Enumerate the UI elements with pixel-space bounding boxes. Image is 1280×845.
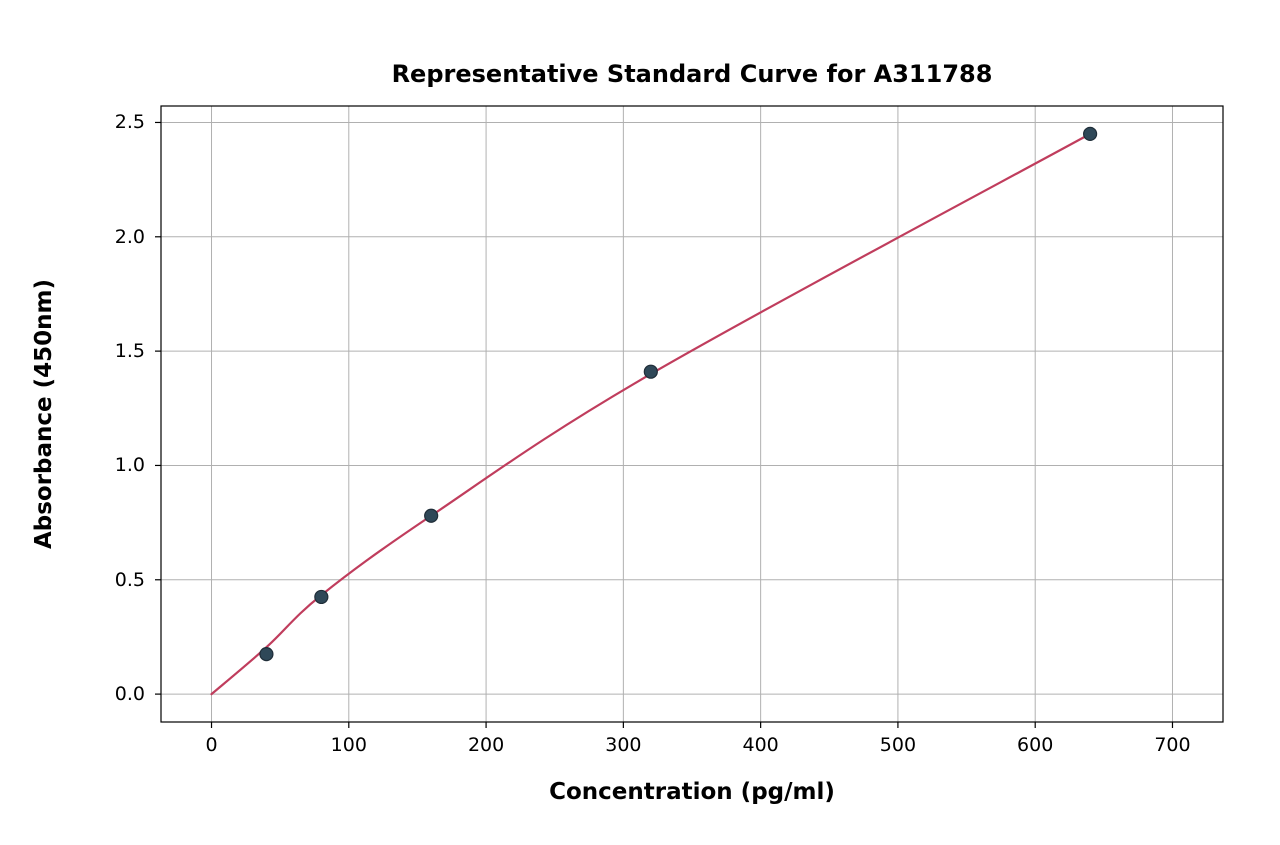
x-axis-label: Concentration (pg/ml) [549, 779, 835, 805]
xtick-label: 100 [331, 734, 367, 756]
xtick-label: 600 [1017, 734, 1053, 756]
plot-area [161, 106, 1223, 722]
xtick-label: 700 [1154, 734, 1190, 756]
xtick-label: 300 [605, 734, 641, 756]
ytick-label: 0.5 [115, 569, 145, 591]
plot-svg [161, 106, 1223, 722]
ytick-label: 0.0 [115, 683, 145, 705]
ytick-label: 1.5 [115, 340, 145, 362]
figure: Representative Standard Curve for A31178… [0, 0, 1280, 845]
xtick-label: 0 [205, 734, 217, 756]
xtick-label: 500 [880, 734, 916, 756]
ytick-label: 1.0 [115, 454, 145, 476]
y-axis-label: Absorbance (450nm) [31, 279, 57, 549]
ytick-label: 2.0 [115, 226, 145, 248]
chart-title: Representative Standard Curve for A31178… [392, 60, 993, 88]
xtick-label: 200 [468, 734, 504, 756]
xtick-label: 400 [742, 734, 778, 756]
ytick-label: 2.5 [115, 111, 145, 133]
